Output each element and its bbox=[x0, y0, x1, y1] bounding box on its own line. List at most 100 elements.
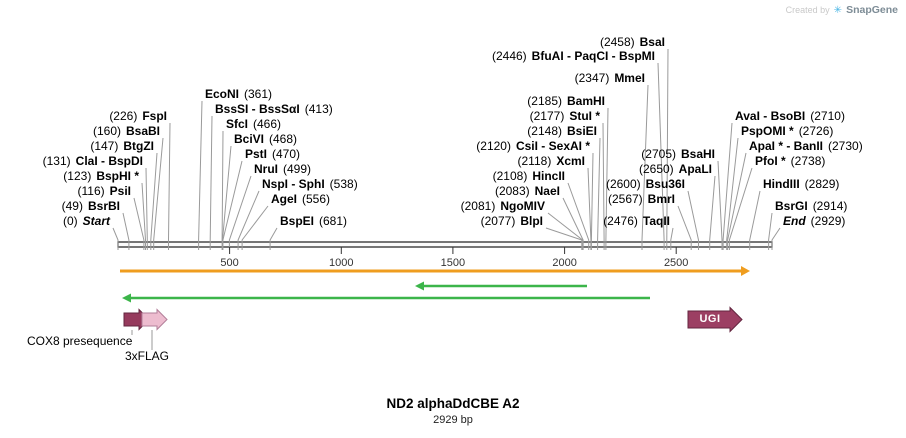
site-position: (116) bbox=[77, 184, 105, 198]
site-label[interactable]: (147) BtgZI bbox=[90, 140, 154, 153]
site-label[interactable]: AgeI (556) bbox=[271, 193, 330, 206]
feature-label-cox8[interactable]: COX8 presequence bbox=[27, 334, 133, 348]
site-name: BssSI - BssSαI bbox=[215, 102, 300, 116]
site-label[interactable]: (2081) NgoMIV bbox=[461, 200, 545, 213]
site-label[interactable]: (2600) Bsu36I bbox=[606, 178, 685, 191]
site-label[interactable]: (116) PsiI bbox=[78, 185, 131, 198]
site-label[interactable]: EcoNI (361) bbox=[205, 88, 272, 101]
site-position: (2738) bbox=[790, 154, 826, 168]
site-name: BtgZI bbox=[123, 139, 154, 153]
site-label[interactable]: (2705) BsaHI bbox=[641, 148, 715, 161]
site-label[interactable]: (123) BspHI * bbox=[63, 170, 139, 183]
site-position: (160) bbox=[92, 124, 121, 138]
site-label[interactable]: BciVI (468) bbox=[234, 133, 297, 146]
site-name: BsiEI bbox=[566, 124, 597, 138]
map-backbone bbox=[117, 241, 773, 248]
ruler-label: 1500 bbox=[440, 257, 466, 269]
site-position: (2829) bbox=[804, 177, 840, 191]
site-name: PfoI * bbox=[755, 154, 786, 168]
snapgene-logo-icon: ✳ bbox=[833, 4, 843, 16]
site-label[interactable]: BssSI - BssSαI (413) bbox=[215, 103, 333, 116]
site-position: (226) bbox=[109, 109, 138, 123]
site-position: (131) bbox=[42, 154, 71, 168]
orf-arrow[interactable] bbox=[120, 266, 750, 276]
site-label[interactable]: (2177) StuI * bbox=[530, 110, 600, 123]
site-label[interactable]: NspI - SphI (538) bbox=[262, 178, 358, 191]
site-position: (466) bbox=[253, 117, 282, 131]
site-label[interactable]: (2083) NaeI bbox=[495, 185, 560, 198]
site-name: NspI - SphI bbox=[262, 177, 325, 191]
site-label[interactable]: (2120) CsiI - SexAI * bbox=[476, 140, 590, 153]
site-position: (468) bbox=[269, 132, 298, 146]
site-label[interactable]: (2458) BsaI bbox=[600, 36, 665, 49]
site-name: BciVI bbox=[234, 132, 265, 146]
site-label[interactable]: NruI (499) bbox=[254, 163, 311, 176]
created-by-text: Created by bbox=[785, 5, 830, 15]
site-label[interactable]: (49) BsrBI bbox=[62, 200, 120, 213]
guide-arrow-long[interactable] bbox=[122, 293, 650, 303]
site-label[interactable]: BsrGI (2914) bbox=[775, 200, 847, 213]
site-label[interactable]: PspOMI * (2726) bbox=[741, 125, 833, 138]
site-position: (2185) bbox=[527, 94, 562, 108]
site-name: BmrI bbox=[647, 192, 675, 206]
snapgene-brand-text: SnapGene bbox=[846, 4, 898, 16]
site-label[interactable]: End (2929) bbox=[783, 215, 845, 228]
site-position: (2476) bbox=[603, 214, 638, 228]
ruler-label: 1000 bbox=[329, 257, 354, 269]
site-name: BfuAI - PaqCI - BspMI bbox=[531, 49, 655, 63]
site-position: (0) bbox=[62, 214, 78, 228]
site-label[interactable]: (2077) BlpI bbox=[481, 215, 543, 228]
feature-label-ugi[interactable]: UGI bbox=[699, 313, 721, 325]
site-position: (2077) bbox=[480, 214, 516, 228]
site-label[interactable]: (0) Start bbox=[63, 215, 110, 228]
site-name: BsrGI bbox=[775, 199, 808, 213]
site-label[interactable]: PfoI * (2738) bbox=[755, 155, 825, 168]
site-position: (361) bbox=[244, 87, 273, 101]
site-label[interactable]: (2108) HincII bbox=[493, 170, 565, 183]
site-position: (2458) bbox=[599, 35, 635, 49]
ruler-label: 2500 bbox=[663, 257, 689, 269]
feature-label-3xflag[interactable]: 3xFLAG bbox=[125, 349, 170, 363]
site-label[interactable]: (2567) BmrI bbox=[608, 193, 675, 206]
site-name: End bbox=[783, 214, 806, 228]
site-name: EcoNI bbox=[205, 87, 240, 101]
site-label[interactable]: (2118) XcmI bbox=[518, 155, 585, 168]
site-name: BsaHI bbox=[680, 147, 715, 161]
site-label[interactable]: (2446) BfuAI - PaqCI - BspMI bbox=[492, 50, 655, 63]
site-label[interactable]: HindIII (2829) bbox=[763, 178, 839, 191]
site-position: (2083) bbox=[494, 184, 530, 198]
feature-arrow-3xflag[interactable] bbox=[141, 308, 168, 331]
site-label[interactable]: PstI (470) bbox=[245, 148, 300, 161]
site-label[interactable]: BspEI (681) bbox=[280, 215, 347, 228]
site-position: (2705) bbox=[641, 147, 676, 161]
site-label[interactable]: (2476) TaqII bbox=[603, 215, 670, 228]
site-position: (470) bbox=[272, 147, 301, 161]
site-label[interactable]: (2185) BamHI bbox=[527, 95, 605, 108]
site-label[interactable]: ApaI * - BanII (2730) bbox=[749, 140, 863, 153]
site-label[interactable]: (2347) MmeI bbox=[575, 72, 645, 85]
site-label[interactable]: (2650) ApaLI bbox=[639, 163, 712, 176]
site-name: FspI bbox=[142, 109, 167, 123]
feature-arrow-ugi[interactable] bbox=[687, 306, 743, 333]
site-name: NaeI bbox=[534, 184, 560, 198]
site-position: (556) bbox=[302, 192, 331, 206]
site-label[interactable]: (160) BsaBI bbox=[93, 125, 160, 138]
guide-arrow-short[interactable] bbox=[415, 281, 587, 291]
site-position: (2148) bbox=[527, 124, 562, 138]
site-position: (2108) bbox=[492, 169, 528, 183]
site-position: (2914) bbox=[812, 199, 848, 213]
site-label[interactable]: (131) ClaI - BspDI bbox=[43, 155, 143, 168]
site-position: (2567) bbox=[607, 192, 643, 206]
map-title: ND2 alphaDdCBE A2 bbox=[386, 396, 520, 411]
site-position: (2347) bbox=[574, 71, 610, 85]
site-name: BsaI bbox=[639, 35, 665, 49]
site-position: (499) bbox=[283, 162, 312, 176]
site-label[interactable]: (2148) BsiEI bbox=[527, 125, 597, 138]
site-position: (2446) bbox=[491, 49, 527, 63]
site-label[interactable]: SfcI (466) bbox=[226, 118, 281, 131]
site-name: StuI * bbox=[569, 109, 600, 123]
site-label[interactable]: AvaI - BsoBI (2710) bbox=[735, 110, 845, 123]
site-label[interactable]: (226) FspI bbox=[109, 110, 167, 123]
site-name: MmeI bbox=[614, 71, 645, 85]
